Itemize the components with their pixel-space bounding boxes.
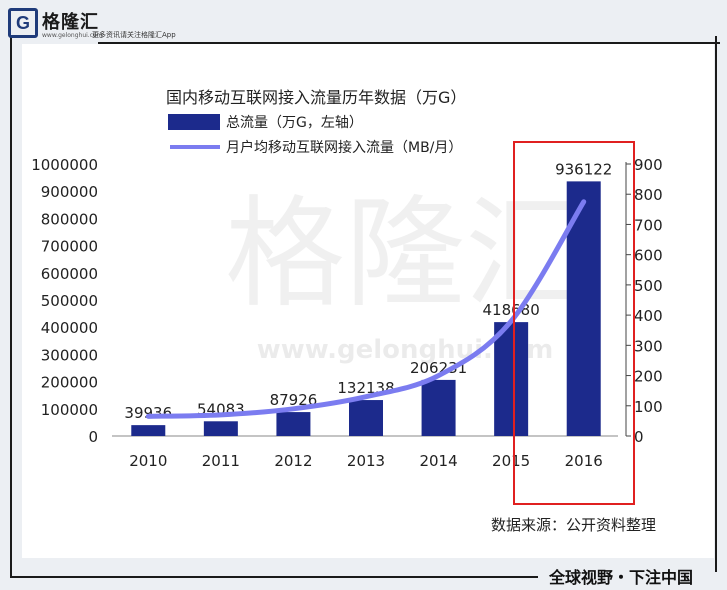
x-tick-label: 2014 [419, 452, 457, 470]
y-right-tick-label: 200 [634, 368, 663, 386]
bar-2014 [421, 379, 456, 436]
y-right-tick-label: 900 [634, 156, 663, 174]
legend-bar-label: 总流量（万G，左轴） [226, 115, 363, 131]
bar-value-label: 39936 [124, 404, 172, 422]
y-right-ticks: 0 100 200 300 400 500 600 700 800 900 [626, 156, 663, 446]
x-tick-label: 2012 [274, 452, 312, 470]
y-left-tick-label: 500000 [41, 292, 98, 310]
y-left-tick-label: 200000 [41, 374, 98, 392]
x-tick-label: 2016 [565, 452, 603, 470]
x-tick-label: 2011 [202, 452, 240, 470]
bar-value-label: 418680 [483, 301, 540, 319]
x-tick-label: 2013 [347, 452, 385, 470]
bar-value-label: 936122 [555, 160, 612, 178]
y-left-tick-label: 0 [88, 428, 98, 446]
y-left-tick-label: 600000 [41, 265, 98, 283]
bar-2011 [203, 421, 238, 436]
y-right-tick-label: 100 [634, 398, 663, 416]
chart-title: 国内移动互联网接入流量历年数据（万G） [166, 88, 466, 107]
bar-value-label: 206231 [410, 359, 467, 377]
watermark: 格隆汇 www.gelonghui.com [225, 185, 585, 365]
y-left-tick-label: 700000 [41, 238, 98, 256]
frame-line-right [715, 36, 717, 572]
y-right-tick-label: 500 [634, 277, 663, 295]
bar-2015 [494, 322, 529, 436]
y-left-tick-label: 400000 [41, 319, 98, 337]
y-left-tick-label: 300000 [41, 346, 98, 364]
footer-slogan: 全球视野・下注中国 [548, 568, 693, 587]
y-right-tick-label: 600 [634, 247, 663, 265]
bar-2013 [349, 400, 383, 436]
y-left-tick-label: 900000 [41, 183, 98, 201]
x-labels: 2010 2011 2012 2013 2014 2015 2016 [129, 452, 603, 470]
y-right-tick-label: 0 [634, 428, 644, 446]
y-left-tick-label: 100000 [41, 401, 98, 419]
y-right-tick-label: 700 [634, 216, 663, 234]
x-tick-label: 2010 [129, 452, 167, 470]
highlight-box-2016 [513, 141, 635, 505]
bar-value-label: 87926 [270, 391, 318, 409]
y-left-tick-label: 800000 [41, 210, 98, 228]
brand-tagline: 更多资讯请关注格隆汇App [92, 31, 176, 39]
data-source: 数据来源：公开资料整理 [491, 516, 657, 534]
legend-line-label: 月户均移动互联网接入流量（MB/月） [226, 139, 462, 156]
y-right-tick-label: 800 [634, 186, 663, 204]
logo-g-icon: G [8, 8, 38, 38]
brand-logo: G 格隆汇 www.gelonghui.com 更多资讯请关注格隆汇App [8, 8, 208, 39]
legend-bar-swatch [168, 114, 220, 130]
series-line-monthly-traffic [145, 199, 587, 419]
x-tick-label: 2015 [492, 452, 530, 470]
y-right-tick-label: 300 [634, 337, 663, 355]
frame-line-left [10, 36, 12, 578]
bar-2010 [131, 425, 166, 436]
brand-name: 格隆汇 [42, 12, 99, 33]
y-right-tick-label: 400 [634, 307, 663, 325]
brand-url: www.gelonghui.com [42, 32, 103, 39]
frame-line-top [98, 42, 720, 44]
y-left-ticks: 0 100000 200000 300000 400000 500000 600000 700… [31, 156, 98, 446]
y-left-tick-label: 1000000 [31, 156, 98, 174]
bar-2012 [276, 412, 311, 436]
frame-line-bottom [10, 576, 538, 578]
